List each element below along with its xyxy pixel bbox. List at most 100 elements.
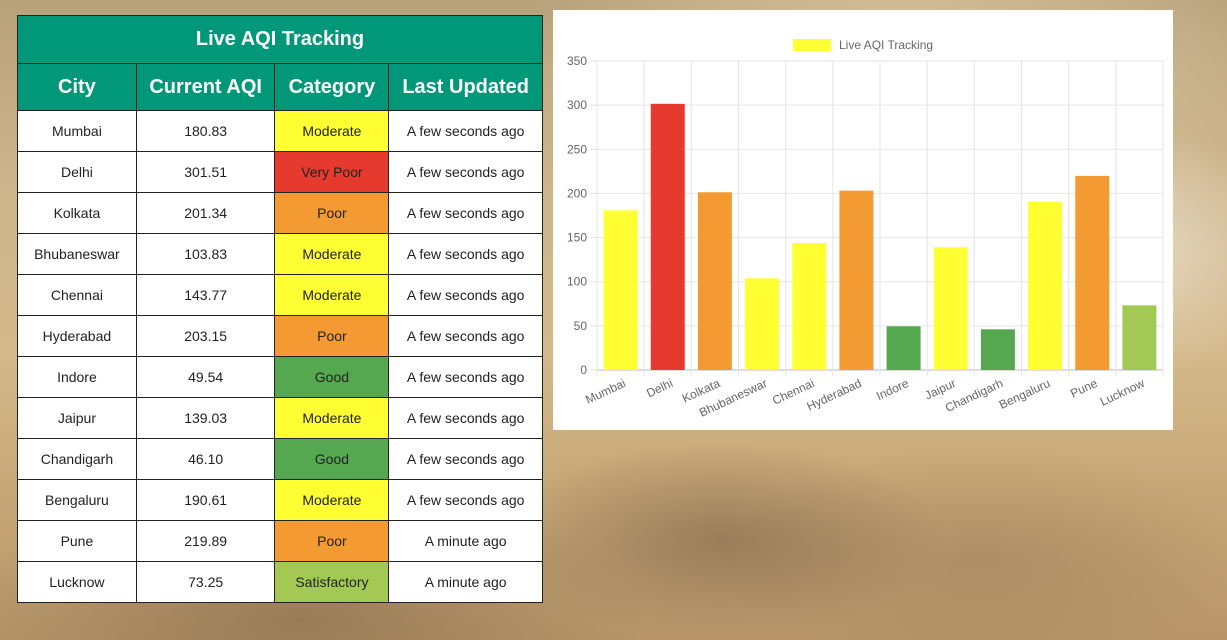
city-cell: Bhubaneswar bbox=[17, 233, 137, 275]
city-cell: Kolkata bbox=[17, 192, 137, 234]
aqi-cell: 73.25 bbox=[135, 561, 276, 603]
aqi-cell: 301.51 bbox=[135, 151, 276, 193]
column-header-category: Category bbox=[274, 63, 390, 111]
table-body: Mumbai 180.83 Moderate A few seconds ago Del… bbox=[17, 110, 543, 603]
bar-hyderabad[interactable] bbox=[839, 190, 874, 370]
category-cell: Very Poor bbox=[274, 151, 390, 193]
bar-delhi[interactable] bbox=[650, 103, 685, 370]
city-cell: Chandigarh bbox=[17, 438, 137, 480]
chart-legend[interactable]: Live AQI Tracking bbox=[793, 38, 933, 52]
bar-bengaluru[interactable] bbox=[1028, 201, 1063, 370]
category-cell: Moderate bbox=[274, 110, 390, 152]
city-cell: Jaipur bbox=[17, 397, 137, 439]
aqi-cell: 49.54 bbox=[135, 356, 276, 398]
city-cell: Bengaluru bbox=[17, 479, 137, 521]
last-updated-cell: A few seconds ago bbox=[388, 192, 543, 234]
x-tick-label: Hyderabad bbox=[805, 376, 864, 414]
last-updated-cell: A few seconds ago bbox=[388, 233, 543, 275]
category-cell: Poor bbox=[274, 520, 390, 562]
y-tick-label: 50 bbox=[574, 319, 588, 333]
aqi-chart-card: Live AQI Tracking 0 50 100 150 200 250 300 350 Mu… bbox=[553, 10, 1173, 430]
last-updated-cell: A few seconds ago bbox=[388, 315, 543, 357]
x-tick-label: Bengaluru bbox=[997, 376, 1053, 412]
bar-bhubaneswar[interactable] bbox=[745, 278, 780, 370]
column-header-city: City bbox=[17, 63, 137, 111]
last-updated-cell: A few seconds ago bbox=[388, 479, 543, 521]
city-cell: Lucknow bbox=[17, 561, 137, 603]
aqi-cell: 46.10 bbox=[135, 438, 276, 480]
bar-jaipur[interactable] bbox=[933, 247, 968, 370]
table-row: Kolkata 201.34 Poor A few seconds ago bbox=[17, 192, 543, 234]
y-tick-label: 300 bbox=[567, 98, 587, 112]
y-tick-label: 350 bbox=[567, 54, 587, 68]
x-tick-label: Pune bbox=[1068, 376, 1100, 401]
y-tick-label: 0 bbox=[580, 363, 587, 377]
category-cell: Good bbox=[274, 356, 390, 398]
y-tick-label: 150 bbox=[567, 231, 587, 245]
table-row: Bengaluru 190.61 Moderate A few seconds ago bbox=[17, 479, 543, 521]
bar-indore[interactable] bbox=[886, 326, 921, 370]
city-cell: Indore bbox=[17, 356, 137, 398]
city-cell: Mumbai bbox=[17, 110, 137, 152]
last-updated-cell: A few seconds ago bbox=[388, 151, 543, 193]
bar-chandigarh[interactable] bbox=[980, 329, 1015, 370]
city-cell: Pune bbox=[17, 520, 137, 562]
aqi-cell: 180.83 bbox=[135, 110, 276, 152]
last-updated-cell: A few seconds ago bbox=[388, 356, 543, 398]
column-header-current-aqi: Current AQI bbox=[135, 63, 276, 111]
last-updated-cell: A minute ago bbox=[388, 561, 543, 603]
last-updated-cell: A few seconds ago bbox=[388, 397, 543, 439]
category-cell: Moderate bbox=[274, 479, 390, 521]
y-tick-label: 250 bbox=[567, 142, 587, 156]
table-row: Delhi 301.51 Very Poor A few seconds ago bbox=[17, 151, 543, 193]
bar-pune[interactable] bbox=[1075, 175, 1110, 370]
aqi-cell: 201.34 bbox=[135, 192, 276, 234]
last-updated-cell: A minute ago bbox=[388, 520, 543, 562]
city-cell: Delhi bbox=[17, 151, 137, 193]
y-tick-label: 200 bbox=[567, 186, 587, 200]
aqi-table-panel: Live AQI Tracking City Current AQI Categ… bbox=[17, 15, 543, 603]
aqi-cell: 219.89 bbox=[135, 520, 276, 562]
bar-mumbai[interactable] bbox=[603, 210, 638, 370]
category-cell: Poor bbox=[274, 315, 390, 357]
table-row: Bhubaneswar 103.83 Moderate A few seconds a… bbox=[17, 233, 543, 275]
category-cell: Good bbox=[274, 438, 390, 480]
category-cell: Moderate bbox=[274, 397, 390, 439]
legend-label: Live AQI Tracking bbox=[839, 38, 933, 52]
last-updated-cell: A few seconds ago bbox=[388, 110, 543, 152]
table-row: Chennai 143.77 Moderate A few seconds ago bbox=[17, 274, 543, 316]
aqi-cell: 143.77 bbox=[135, 274, 276, 316]
aqi-table: Live AQI Tracking City Current AQI Categ… bbox=[17, 15, 543, 603]
x-tick-label: Mumbai bbox=[583, 376, 628, 407]
table-row: Indore 49.54 Good A few seconds ago bbox=[17, 356, 543, 398]
x-tick-label: Indore bbox=[874, 376, 911, 403]
table-title: Live AQI Tracking bbox=[17, 15, 543, 64]
category-cell: Satisfactory bbox=[274, 561, 390, 603]
last-updated-cell: A few seconds ago bbox=[388, 274, 543, 316]
table-row: Hyderabad 203.15 Poor A few seconds ago bbox=[17, 315, 543, 357]
city-cell: Hyderabad bbox=[17, 315, 137, 357]
category-cell: Moderate bbox=[274, 274, 390, 316]
aqi-cell: 190.61 bbox=[135, 479, 276, 521]
table-row: Pune 219.89 Poor A minute ago bbox=[17, 520, 543, 562]
aqi-cell: 139.03 bbox=[135, 397, 276, 439]
category-cell: Poor bbox=[274, 192, 390, 234]
aqi-cell: 103.83 bbox=[135, 233, 276, 275]
last-updated-cell: A few seconds ago bbox=[388, 438, 543, 480]
city-cell: Chennai bbox=[17, 274, 137, 316]
table-row: Chandigarh 46.10 Good A few seconds ago bbox=[17, 438, 543, 480]
category-cell: Moderate bbox=[274, 233, 390, 275]
table-row: Jaipur 139.03 Moderate A few seconds ago bbox=[17, 397, 543, 439]
x-tick-label: Lucknow bbox=[1098, 376, 1147, 409]
aqi-bar-chart: Live AQI Tracking 0 50 100 150 200 250 300 350 Mu… bbox=[567, 38, 1164, 420]
bar-lucknow[interactable] bbox=[1122, 305, 1157, 370]
aqi-cell: 203.15 bbox=[135, 315, 276, 357]
y-tick-label: 100 bbox=[567, 275, 587, 289]
table-row: Lucknow 73.25 Satisfactory A minute ago bbox=[17, 561, 543, 603]
x-tick-label: Delhi bbox=[644, 376, 675, 400]
column-header-last-updated: Last Updated bbox=[388, 63, 543, 111]
legend-swatch bbox=[793, 39, 831, 51]
bar-chennai[interactable] bbox=[792, 243, 827, 370]
bar-kolkata[interactable] bbox=[697, 192, 732, 370]
table-row: Mumbai 180.83 Moderate A few seconds ago bbox=[17, 110, 543, 152]
